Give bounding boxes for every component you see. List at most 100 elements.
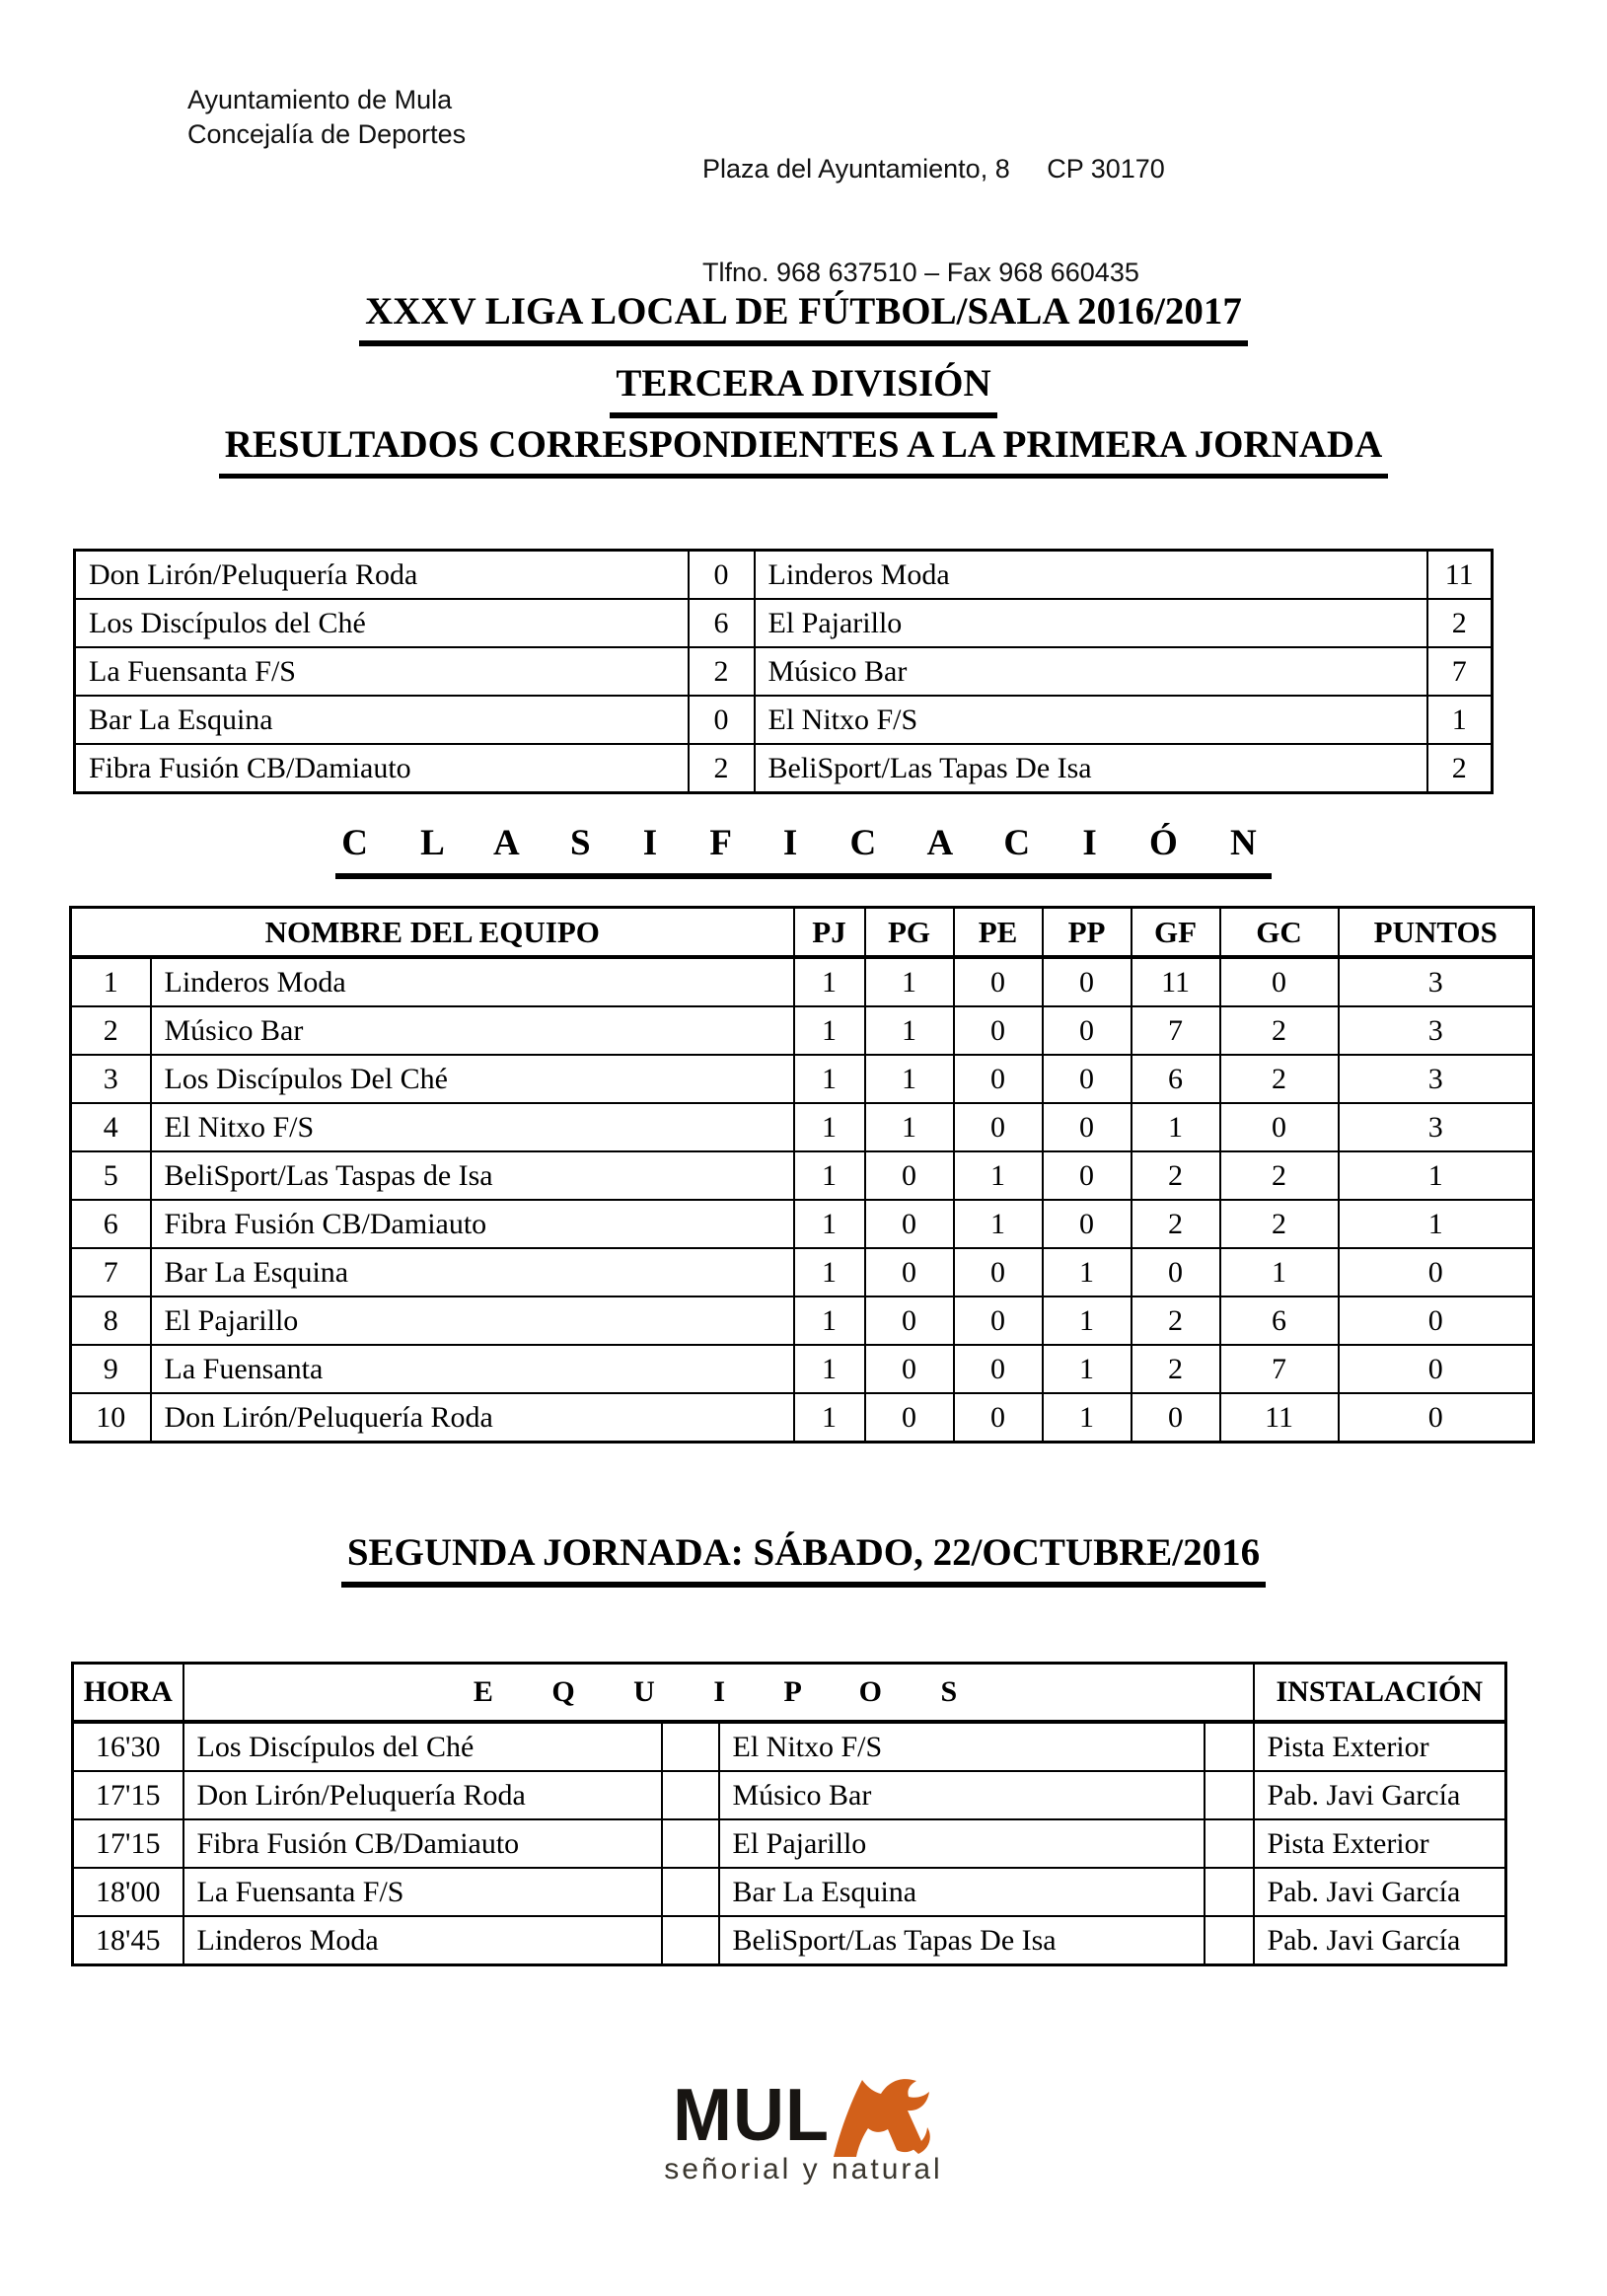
home-team-cell: Bar La Esquina bbox=[73, 695, 690, 745]
league-title: XXXV LIGA LOCAL DE FÚTBOL/SALA 2016/2017 bbox=[359, 289, 1248, 346]
mula-logo-row: MUL bbox=[673, 2074, 934, 2157]
table-row: 18'45 Linderos Moda BeliSport/Las Tapas De… bbox=[71, 1915, 1507, 1966]
pe-cell: 0 bbox=[952, 1005, 1044, 1056]
pg-cell: 0 bbox=[863, 1247, 955, 1297]
table-row: 6 Fibra Fusión CB/Damiauto 1 0 1 0 2 2 1 bbox=[69, 1199, 1535, 1249]
team2-cell: Músico Bar bbox=[717, 1770, 1205, 1820]
puntos-cell: 0 bbox=[1337, 1392, 1535, 1444]
home-score-cell: 0 bbox=[687, 695, 756, 745]
gf-cell: 6 bbox=[1130, 1054, 1221, 1104]
position-cell: 8 bbox=[69, 1296, 152, 1346]
instalacion-cell: Pista Exterior bbox=[1252, 1721, 1507, 1772]
pg-cell: 1 bbox=[863, 1005, 955, 1056]
instalacion-cell: Pab. Javi García bbox=[1252, 1770, 1507, 1820]
team1-cell: La Fuensanta F/S bbox=[182, 1867, 663, 1917]
team1-cell: Fibra Fusión CB/Damiauto bbox=[182, 1818, 663, 1869]
pp-cell: 1 bbox=[1041, 1392, 1132, 1444]
gf-cell: 0 bbox=[1130, 1247, 1221, 1297]
away-score-cell: 7 bbox=[1425, 646, 1494, 697]
mula-logo: MUL señorial y natural bbox=[0, 2074, 1607, 2186]
pp-cell: 1 bbox=[1041, 1296, 1132, 1346]
puntos-cell: 1 bbox=[1337, 1150, 1535, 1201]
col-header-puntos: PUNTOS bbox=[1337, 906, 1535, 959]
contact-block: Plaza del Ayuntamiento, 8 CP 30170 Tlfno… bbox=[702, 83, 1165, 359]
results-heading-row: RESULTADOS CORRESPONDIENTES A LA PRIMERA… bbox=[0, 422, 1607, 479]
schedule-header-row: HORA E Q U I P O S INSTALACIÓN bbox=[71, 1662, 1507, 1724]
pe-cell: 0 bbox=[952, 956, 1044, 1007]
table-row: 3 Los Discípulos Del Ché 1 1 0 0 6 2 3 bbox=[69, 1054, 1535, 1104]
position-cell: 5 bbox=[69, 1150, 152, 1201]
spacer-cell bbox=[1203, 1818, 1255, 1869]
pj-cell: 1 bbox=[792, 1054, 866, 1104]
gc-cell: 6 bbox=[1218, 1296, 1340, 1346]
pj-cell: 1 bbox=[792, 1344, 866, 1394]
spacer-cell bbox=[1203, 1867, 1255, 1917]
pg-cell: 1 bbox=[863, 1054, 955, 1104]
classification-header-row: NOMBRE DEL EQUIPO PJ PG PE PP GF GC PUNT… bbox=[69, 906, 1535, 959]
pe-cell: 0 bbox=[952, 1296, 1044, 1346]
pj-cell: 1 bbox=[792, 1296, 866, 1346]
hora-cell: 17'15 bbox=[71, 1770, 184, 1820]
puntos-cell: 1 bbox=[1337, 1199, 1535, 1249]
col-header-team-name: NOMBRE DEL EQUIPO bbox=[69, 906, 795, 959]
table-row: Los Discípulos del Ché 6 El Pajarillo 2 bbox=[73, 598, 1494, 648]
team2-cell: El Nitxo F/S bbox=[717, 1721, 1205, 1772]
team2-cell: El Pajarillo bbox=[717, 1818, 1205, 1869]
team-name-cell: BeliSport/Las Taspas de Isa bbox=[149, 1150, 795, 1201]
second-round-heading: SEGUNDA JORNADA: SÁBADO, 22/OCTUBRE/2016 bbox=[340, 1530, 1267, 1588]
position-cell: 9 bbox=[69, 1344, 152, 1394]
table-row: 2 Músico Bar 1 1 0 0 7 2 3 bbox=[69, 1005, 1535, 1056]
home-score-cell: 2 bbox=[687, 646, 756, 697]
hora-cell: 18'00 bbox=[71, 1867, 184, 1917]
pg-cell: 0 bbox=[863, 1392, 955, 1444]
instalacion-cell: Pab. Javi García bbox=[1252, 1867, 1507, 1917]
away-team-cell: El Pajarillo bbox=[753, 598, 1428, 648]
second-round-heading-row: SEGUNDA JORNADA: SÁBADO, 22/OCTUBRE/2016 bbox=[0, 1530, 1607, 1588]
mula-logo-tagline: señorial y natural bbox=[664, 2153, 943, 2185]
pp-cell: 0 bbox=[1041, 1150, 1132, 1201]
team-name-cell: La Fuensanta bbox=[149, 1344, 795, 1394]
team-name-cell: Los Discípulos Del Ché bbox=[149, 1054, 795, 1104]
position-cell: 6 bbox=[69, 1199, 152, 1249]
puntos-cell: 3 bbox=[1337, 1005, 1535, 1056]
away-team-cell: Linderos Moda bbox=[753, 549, 1428, 600]
gc-cell: 11 bbox=[1218, 1392, 1340, 1444]
table-row: 5 BeliSport/Las Taspas de Isa 1 0 1 0 2 2 1 bbox=[69, 1150, 1535, 1201]
team-name-cell: Don Lirón/Peluquería Roda bbox=[149, 1392, 795, 1444]
table-row: 7 Bar La Esquina 1 0 0 1 0 1 0 bbox=[69, 1247, 1535, 1297]
phone-fax-line: Tlfno. 968 637510 – Fax 968 660435 bbox=[702, 258, 1139, 287]
team-name-cell: Fibra Fusión CB/Damiauto bbox=[149, 1199, 795, 1249]
mula-logo-a-icon bbox=[833, 2079, 930, 2157]
puntos-cell: 0 bbox=[1337, 1344, 1535, 1394]
col-header-equipos: E Q U I P O S bbox=[182, 1662, 1255, 1724]
pe-cell: 1 bbox=[952, 1150, 1044, 1201]
spacer-cell bbox=[660, 1915, 720, 1966]
table-row: 17'15 Fibra Fusión CB/Damiauto El Pajarill… bbox=[71, 1818, 1507, 1869]
pg-cell: 1 bbox=[863, 1102, 955, 1152]
gc-cell: 2 bbox=[1218, 1150, 1340, 1201]
gf-cell: 7 bbox=[1130, 1005, 1221, 1056]
pj-cell: 1 bbox=[792, 1199, 866, 1249]
results-table: Don Lirón/Peluquería Roda 0 Linderos Moda 1… bbox=[73, 549, 1494, 794]
home-score-cell: 2 bbox=[687, 743, 756, 794]
pj-cell: 1 bbox=[792, 1005, 866, 1056]
org-name: Ayuntamiento de Mula bbox=[187, 85, 453, 114]
team2-cell: Bar La Esquina bbox=[717, 1867, 1205, 1917]
results-table-body: Don Lirón/Peluquería Roda 0 Linderos Moda 1… bbox=[73, 549, 1494, 794]
table-row: 16'30 Los Discípulos del Ché El Nitxo F/S P… bbox=[71, 1721, 1507, 1772]
pe-cell: 0 bbox=[952, 1247, 1044, 1297]
pg-cell: 0 bbox=[863, 1296, 955, 1346]
pg-cell: 0 bbox=[863, 1150, 955, 1201]
pe-cell: 0 bbox=[952, 1344, 1044, 1394]
home-score-cell: 0 bbox=[687, 549, 756, 600]
position-cell: 10 bbox=[69, 1392, 152, 1444]
gc-cell: 1 bbox=[1218, 1247, 1340, 1297]
schedule-table-body: 16'30 Los Discípulos del Ché El Nitxo F/S P… bbox=[71, 1721, 1507, 1966]
spacer-cell bbox=[660, 1818, 720, 1869]
classification-table-body: 1 Linderos Moda 1 1 0 0 11 0 3 2 Músico Bar 1 1 0 0 7 2 3… bbox=[69, 956, 1535, 1444]
table-row: Bar La Esquina 0 El Nitxo F/S 1 bbox=[73, 695, 1494, 745]
gf-cell: 0 bbox=[1130, 1392, 1221, 1444]
pg-cell: 0 bbox=[863, 1344, 955, 1394]
pj-cell: 1 bbox=[792, 1102, 866, 1152]
